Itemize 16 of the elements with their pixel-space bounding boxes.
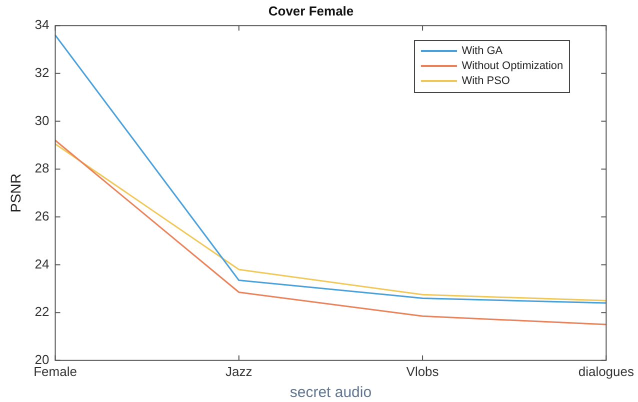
y-tick-label: 34: [34, 17, 50, 32]
x-tick-label: Vlobs: [406, 364, 440, 379]
legend-label: With PSO: [462, 75, 510, 88]
y-tick-label: 28: [34, 160, 50, 176]
y-tick-label: 32: [34, 65, 50, 80]
x-tick-label: dialogues: [578, 364, 634, 379]
x-tick-label: Jazz: [226, 364, 252, 379]
y-tick-label: 24: [34, 256, 50, 272]
y-tick-label: 26: [34, 208, 50, 224]
y-tick-label: 30: [34, 112, 50, 128]
legend-label: With GA: [462, 45, 503, 58]
y-axis-title: PSNR: [7, 174, 24, 212]
x-axis-title: secret audio: [290, 384, 372, 402]
y-tick-label: 22: [34, 304, 50, 320]
legend-label: Without Optimization: [462, 60, 564, 72]
chart-title: Cover Female: [268, 3, 354, 18]
